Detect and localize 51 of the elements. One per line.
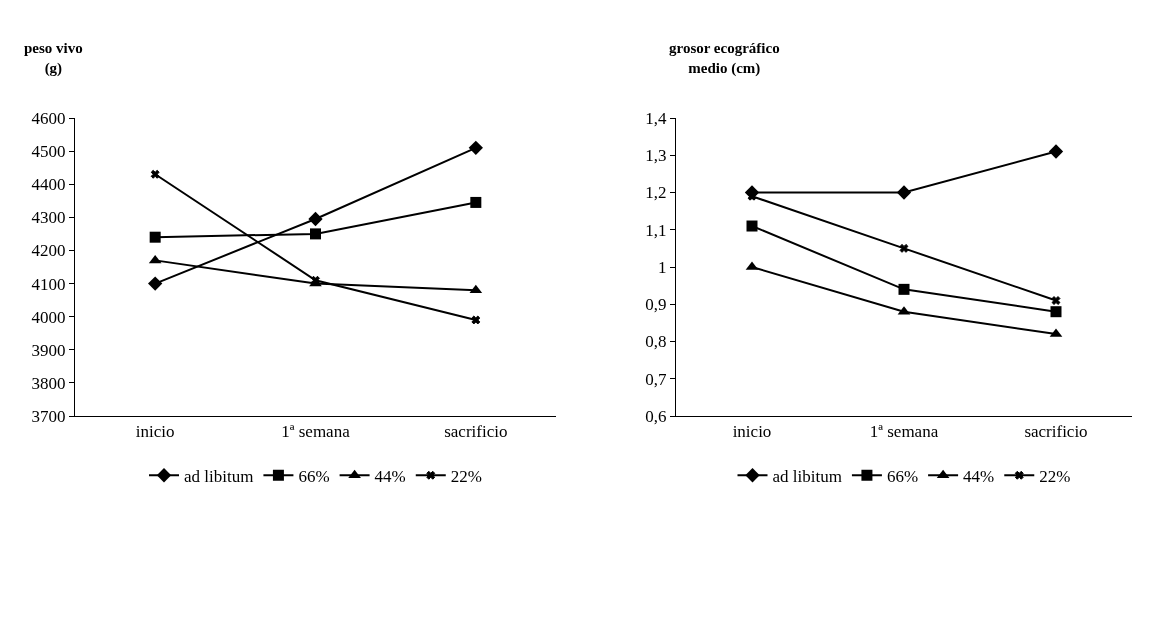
legend-label: 44% (963, 466, 995, 486)
y-tick-label: 1,2 (645, 183, 667, 203)
y-tick-label: 4000 (31, 307, 66, 327)
point (899, 243, 909, 253)
y-tick-label: 4100 (31, 274, 66, 294)
point (471, 315, 481, 325)
legend-label: ad libitum (772, 466, 842, 486)
y-tick-label: 3900 (31, 340, 66, 360)
x-tick-label: sacrificio (444, 422, 508, 442)
x-tick-label: inicio (135, 422, 175, 442)
point (1051, 296, 1061, 305)
y-tick-label: 3800 (31, 373, 66, 393)
point (468, 140, 483, 155)
point (150, 169, 160, 179)
point (898, 283, 910, 295)
legend-label: 66% (298, 466, 330, 486)
y-tick-label: 4300 (31, 208, 66, 228)
y-tick-label: 1 (658, 257, 667, 277)
y-tick-label: 3700 (31, 406, 66, 426)
point (746, 220, 758, 232)
y-tick-label: 1,1 (645, 220, 667, 240)
y-axis-title: peso vivo (g) (24, 40, 83, 77)
point (308, 211, 323, 227)
point (470, 196, 482, 208)
point (149, 231, 161, 243)
legend-label: 22% (450, 466, 482, 486)
y-tick-label: 4600 (31, 108, 66, 128)
y-tick-label: 0,6 (645, 406, 667, 426)
legend-label: 44% (374, 466, 406, 486)
x-tick-label: sacrificio (1024, 422, 1088, 442)
legend-label: ad libitum (184, 466, 254, 486)
point (896, 185, 912, 200)
y-tick-label: 4400 (31, 175, 66, 195)
x-tick-label: 1ª semana (281, 422, 351, 442)
point (1048, 144, 1064, 159)
y-axis-title: grosor ecográfico medio (cm) (669, 40, 780, 77)
y-tick-label: 4200 (31, 241, 66, 261)
legend-label: 22% (1039, 466, 1071, 486)
y-tick-label: 4500 (31, 142, 66, 162)
y-tick-label: 1,4 (645, 108, 668, 128)
point (148, 254, 162, 264)
point (1050, 306, 1062, 318)
point (148, 276, 163, 291)
point (310, 228, 321, 240)
y-tick-label: 0,8 (645, 332, 667, 352)
y-tick-label: 0,7 (645, 369, 668, 389)
y-tick-label: 1,3 (645, 146, 667, 166)
y-tick-label: 0,9 (645, 295, 667, 315)
x-tick-label: inicio (732, 422, 772, 442)
legend-label: 66% (886, 466, 919, 486)
x-tick-label: 1ª semana (869, 422, 939, 442)
